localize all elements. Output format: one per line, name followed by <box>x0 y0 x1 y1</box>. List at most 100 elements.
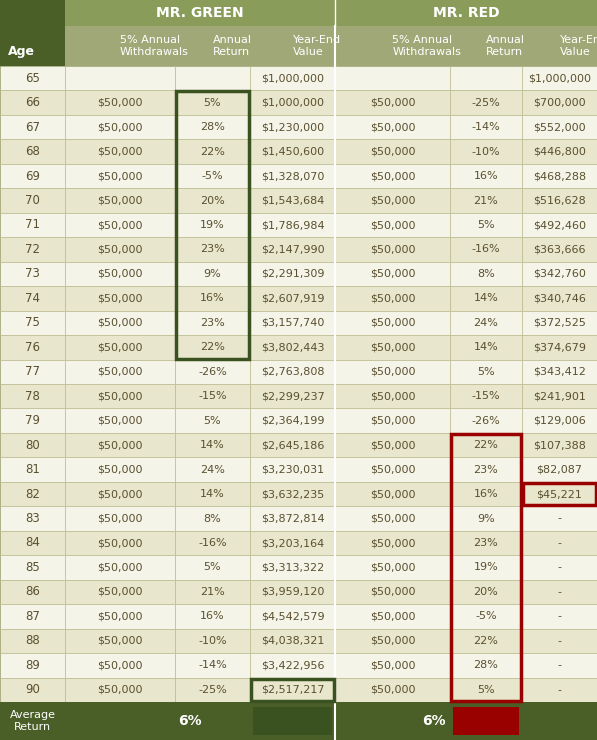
Bar <box>450 238 522 262</box>
Bar <box>65 311 175 335</box>
Text: 85: 85 <box>25 561 40 574</box>
Text: -25%: -25% <box>198 684 227 695</box>
Text: $3,230,031: $3,230,031 <box>261 465 324 474</box>
Text: -5%: -5% <box>202 171 223 181</box>
Bar <box>175 115 250 139</box>
Bar <box>175 531 250 555</box>
Bar <box>175 66 250 90</box>
Bar <box>0 457 65 482</box>
Text: -: - <box>558 514 562 523</box>
Bar <box>522 262 597 286</box>
Text: 23%: 23% <box>473 538 498 548</box>
Text: $50,000: $50,000 <box>370 147 416 157</box>
Text: 65: 65 <box>25 72 40 85</box>
Bar <box>175 579 250 604</box>
Text: 75: 75 <box>25 316 40 329</box>
Bar <box>250 555 335 579</box>
Text: 24%: 24% <box>473 318 498 328</box>
Bar <box>0 360 65 384</box>
Bar <box>0 604 65 628</box>
Bar <box>335 531 450 555</box>
Bar <box>0 262 65 286</box>
Text: 28%: 28% <box>473 660 498 670</box>
Text: $50,000: $50,000 <box>370 293 416 303</box>
Bar <box>250 604 335 628</box>
Bar <box>522 678 597 702</box>
Bar <box>0 628 65 653</box>
Bar <box>335 26 450 66</box>
Text: -14%: -14% <box>472 122 500 132</box>
Bar <box>175 26 250 66</box>
Text: $2,607,919: $2,607,919 <box>261 293 324 303</box>
Bar <box>175 213 250 238</box>
Bar <box>0 433 65 457</box>
Text: 67: 67 <box>25 121 40 134</box>
Bar <box>250 335 335 360</box>
Bar <box>450 506 522 531</box>
Bar <box>250 66 335 90</box>
Text: $50,000: $50,000 <box>97 684 143 695</box>
Text: $50,000: $50,000 <box>97 244 143 255</box>
Text: -: - <box>558 587 562 597</box>
Text: $1,230,000: $1,230,000 <box>261 122 324 132</box>
Bar <box>450 433 522 457</box>
Text: $468,288: $468,288 <box>533 171 586 181</box>
Bar <box>450 139 522 164</box>
Text: 22%: 22% <box>473 636 498 646</box>
Text: $241,901: $241,901 <box>533 391 586 401</box>
Bar <box>522 433 597 457</box>
Text: 23%: 23% <box>473 465 498 474</box>
Text: $50,000: $50,000 <box>370 98 416 108</box>
Bar <box>335 604 450 628</box>
Text: $1,543,684: $1,543,684 <box>261 195 324 206</box>
Text: $50,000: $50,000 <box>97 514 143 523</box>
Bar <box>0 482 65 506</box>
Text: 8%: 8% <box>477 269 495 279</box>
Text: 14%: 14% <box>473 343 498 352</box>
Text: $3,313,322: $3,313,322 <box>261 562 324 573</box>
Text: 22%: 22% <box>200 147 225 157</box>
Text: $50,000: $50,000 <box>97 611 143 622</box>
Bar <box>335 555 450 579</box>
Text: 9%: 9% <box>204 269 221 279</box>
Text: $50,000: $50,000 <box>97 269 143 279</box>
Bar <box>250 408 335 433</box>
Bar <box>335 66 450 90</box>
Text: 6%: 6% <box>178 714 202 728</box>
Text: 8%: 8% <box>204 514 221 523</box>
Text: $45,221: $45,221 <box>537 489 583 499</box>
Text: Age: Age <box>8 45 35 58</box>
Bar <box>522 653 597 678</box>
Bar <box>522 408 597 433</box>
Text: Year-End
Value: Year-End Value <box>293 36 341 57</box>
Text: -14%: -14% <box>198 660 227 670</box>
Bar <box>250 90 335 115</box>
Text: 71: 71 <box>25 218 40 232</box>
Text: 80: 80 <box>25 439 40 451</box>
Text: $50,000: $50,000 <box>370 269 416 279</box>
Text: $50,000: $50,000 <box>97 343 143 352</box>
Bar <box>0 90 65 115</box>
Bar <box>175 433 250 457</box>
Bar <box>65 213 175 238</box>
Text: $129,006: $129,006 <box>533 416 586 426</box>
Bar <box>450 384 522 408</box>
Text: 82: 82 <box>25 488 40 500</box>
Text: MR. RED: MR. RED <box>433 6 499 20</box>
Bar <box>251 679 334 701</box>
Text: -: - <box>558 611 562 622</box>
Text: $50,000: $50,000 <box>370 318 416 328</box>
Bar <box>175 506 250 531</box>
Text: $1,000,000: $1,000,000 <box>261 73 324 83</box>
Bar <box>175 482 250 506</box>
Text: $2,517,217: $2,517,217 <box>261 684 324 695</box>
Text: -16%: -16% <box>198 538 227 548</box>
Text: $700,000: $700,000 <box>533 98 586 108</box>
Text: 69: 69 <box>25 169 40 183</box>
Text: 5%: 5% <box>204 562 221 573</box>
Bar <box>0 702 597 740</box>
Bar <box>250 678 335 702</box>
Bar <box>65 0 335 26</box>
Bar <box>0 115 65 139</box>
Bar <box>250 482 335 506</box>
